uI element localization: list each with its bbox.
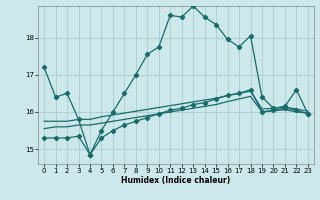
- X-axis label: Humidex (Indice chaleur): Humidex (Indice chaleur): [121, 176, 231, 185]
